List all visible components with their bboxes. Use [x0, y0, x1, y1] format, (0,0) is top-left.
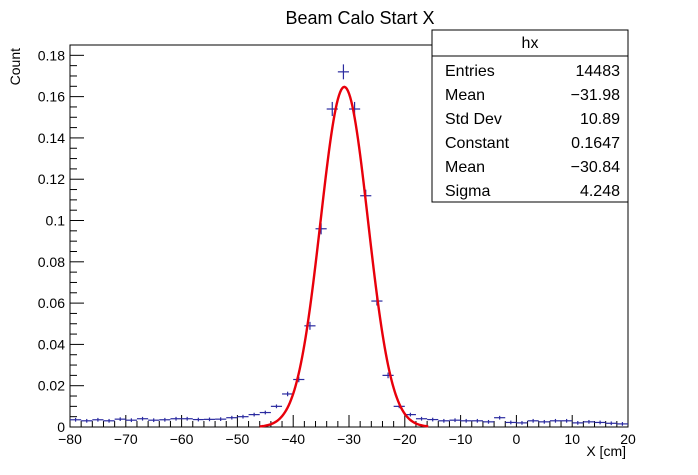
histogram-point — [203, 417, 216, 422]
histogram-point — [237, 414, 249, 419]
histogram-point — [516, 421, 528, 425]
y-axis: 0 0.02 0.04 0.06 0.08 0.1 0.12 0.14 0.16 0.18 — [38, 47, 84, 435]
stats-row-label: Mean — [445, 87, 485, 104]
histogram-point — [594, 420, 606, 425]
chart-title: Beam Calo Start X — [285, 8, 434, 28]
stats-row-label: Mean — [445, 159, 485, 176]
histogram-point — [438, 418, 450, 423]
stats-row-value: 10.89 — [580, 111, 620, 128]
x-tick-label: 10 — [564, 431, 580, 447]
x-tick-label: −20 — [393, 431, 417, 447]
stats-box-title: hx — [522, 35, 539, 52]
histogram-point — [81, 418, 93, 423]
histogram-point — [549, 418, 562, 423]
y-tick-label: 0.1 — [46, 213, 66, 229]
stats-row-value: −30.84 — [571, 159, 620, 176]
histogram-point — [226, 415, 238, 420]
histogram-point — [114, 417, 126, 422]
histogram-point — [561, 418, 573, 423]
gaussian-fit — [259, 85, 429, 428]
histogram-point — [215, 417, 227, 422]
histogram-point — [282, 391, 294, 397]
histogram-point — [270, 404, 283, 409]
x-axis-label: X [cm] — [586, 443, 626, 459]
y-tick-label: 0.08 — [38, 254, 65, 270]
x-tick-label: −40 — [281, 431, 305, 447]
histogram-point — [337, 64, 349, 80]
stats-box-frame — [431, 29, 629, 203]
histogram-point — [505, 420, 517, 425]
y-tick-label: 0.18 — [38, 47, 65, 63]
y-tick-label: 0.02 — [38, 378, 65, 394]
histogram-point — [125, 418, 137, 423]
histogram-point — [181, 416, 193, 421]
stats-box: hx Entries 14483 Mean −31.98 Std Dev 10.89 Con… — [431, 29, 629, 203]
x-tick-label: −70 — [114, 431, 138, 447]
stats-row-label: Sigma — [445, 183, 490, 200]
y-tick-label: 0.14 — [38, 130, 65, 146]
histogram-point — [136, 416, 149, 421]
x-tick-label: 20 — [620, 431, 636, 447]
y-tick-label: 0.12 — [38, 171, 65, 187]
y-tick-label: 0.06 — [38, 295, 65, 311]
histogram-point — [415, 416, 428, 421]
stats-row-value: −31.98 — [571, 87, 620, 104]
histogram-point — [103, 418, 115, 423]
y-axis-label: Count — [7, 48, 23, 85]
y-tick-label: 0.04 — [38, 336, 65, 352]
histogram-point — [460, 418, 472, 423]
x-tick-label: −10 — [449, 431, 473, 447]
x-tick-label: 0 — [513, 431, 521, 447]
histogram-point — [449, 418, 461, 423]
x-tick-label: −60 — [170, 431, 194, 447]
histogram-point — [427, 417, 439, 422]
histogram-point — [538, 419, 550, 424]
y-tick-label: 0.16 — [38, 89, 65, 105]
histogram-point — [259, 410, 271, 415]
stats-row-value: 14483 — [576, 63, 621, 80]
x-tick-label: −80 — [58, 431, 82, 447]
x-tick-label: −30 — [337, 431, 361, 447]
histogram-point — [482, 419, 495, 424]
stats-row-label: Std Dev — [445, 111, 502, 128]
histogram-point — [583, 419, 595, 424]
x-tick-label: −50 — [226, 431, 250, 447]
stats-row-label: Constant — [445, 135, 510, 152]
histogram-point — [70, 417, 82, 422]
histogram-point — [605, 421, 617, 426]
fit-curve — [259, 85, 429, 428]
histogram-point — [192, 417, 204, 422]
histogram-point — [159, 417, 171, 422]
stats-row-value: 0.1647 — [571, 135, 620, 152]
histogram-point — [616, 422, 628, 426]
histogram-point — [148, 418, 160, 423]
histogram-point — [471, 418, 483, 423]
histogram-point — [572, 421, 584, 425]
x-axis: −80 −70 −60 −50 −40 −30 −20 −10 0 10 20 — [58, 415, 636, 447]
histogram-point — [92, 417, 104, 422]
stats-row-value: 4.248 — [580, 183, 620, 200]
stats-row-label: Entries — [445, 63, 495, 80]
histogram-point — [382, 372, 394, 379]
histogram-point — [527, 418, 539, 423]
histogram-point — [248, 412, 260, 417]
histogram-point — [494, 415, 506, 420]
y-tick-label: 0 — [57, 419, 65, 435]
histogram-point — [170, 416, 182, 421]
